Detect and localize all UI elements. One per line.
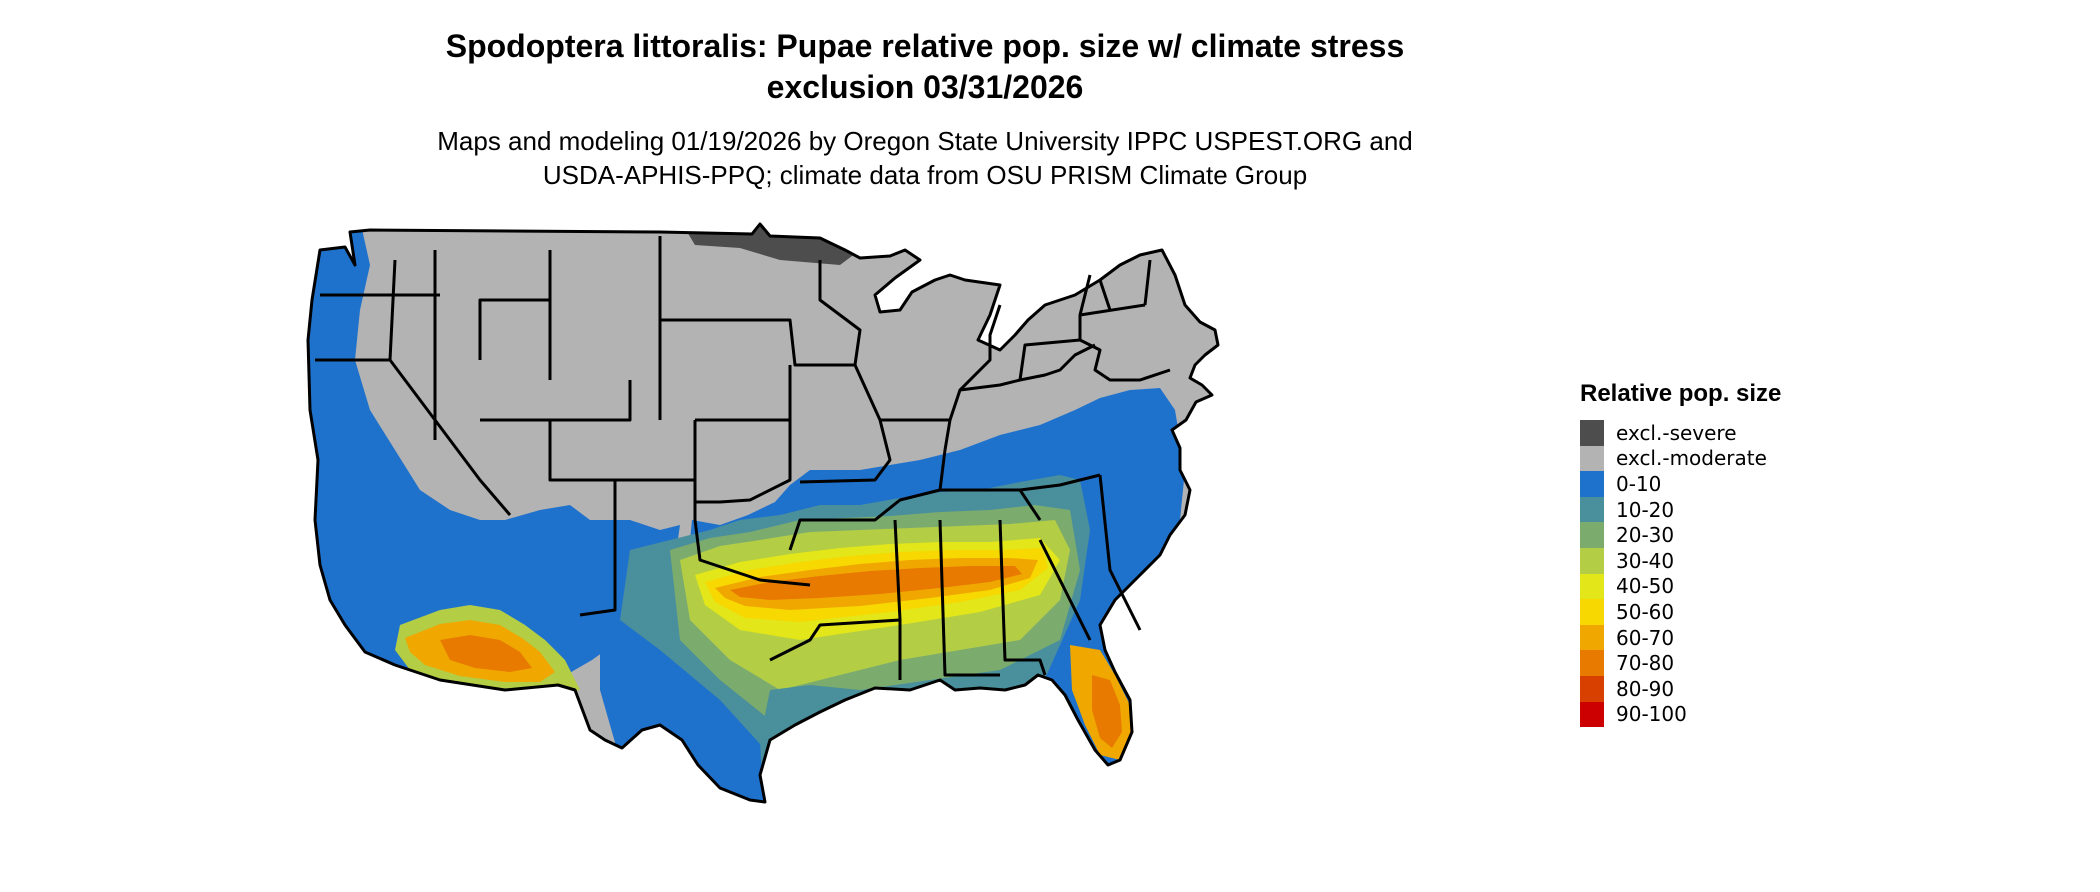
legend-label: excl.-severe <box>1616 420 1737 445</box>
legend-label: 0-10 <box>1616 471 1662 496</box>
us-map <box>306 222 1220 804</box>
map-subtitle: Maps and modeling 01/19/2026 by Oregon S… <box>380 124 1470 192</box>
subtitle-line-1: Maps and modeling 01/19/2026 by Oregon S… <box>437 126 1413 156</box>
state-borders <box>306 222 1220 804</box>
title-line-1: Spodoptera littoralis: Pupae relative po… <box>445 28 1405 64</box>
legend-label: 10-20 <box>1616 497 1675 522</box>
legend-label: 20-30 <box>1616 523 1675 548</box>
legend-item: 50-60 <box>1580 599 1781 625</box>
map-title: Spodoptera littoralis: Pupae relative po… <box>380 26 1470 108</box>
legend-swatch <box>1580 701 1604 728</box>
legend-swatch <box>1580 624 1604 651</box>
title-line-2: exclusion 03/31/2026 <box>766 69 1084 105</box>
legend-swatch <box>1580 420 1604 446</box>
legend-label: 50-60 <box>1616 599 1675 624</box>
zone-70-80 <box>730 566 1022 600</box>
legend-swatch <box>1580 573 1604 600</box>
legend-item: excl.-severe <box>1580 420 1781 446</box>
legend-item: 0-10 <box>1580 471 1781 497</box>
legend-item: 30-40 <box>1580 547 1781 574</box>
legend-swatch <box>1580 547 1604 574</box>
legend-label: 30-40 <box>1616 548 1675 573</box>
legend-item: 60-70 <box>1580 624 1781 651</box>
legend-item: 90-100 <box>1580 701 1781 728</box>
legend-swatch <box>1580 675 1604 702</box>
zone-florida-70-80 <box>1092 675 1122 748</box>
legend-item: 20-30 <box>1580 522 1781 548</box>
legend-label: 40-50 <box>1616 574 1675 599</box>
legend-label: 80-90 <box>1616 676 1675 701</box>
legend-swatch <box>1580 445 1604 472</box>
legend-label: 90-100 <box>1616 702 1687 727</box>
legend-label: 60-70 <box>1616 625 1675 650</box>
legend-swatch <box>1580 650 1604 676</box>
legend-swatch <box>1580 599 1604 625</box>
map-legend: Relative pop. size excl.-severe excl.-mod… <box>1580 380 1782 728</box>
legend-item: 10-20 <box>1580 496 1781 523</box>
legend-title: Relative pop. size <box>1580 380 1782 407</box>
legend-item: 70-80 <box>1580 650 1781 676</box>
legend-swatch <box>1580 496 1604 523</box>
legend-item: 40-50 <box>1580 573 1781 600</box>
subtitle-line-2: USDA-APHIS-PPQ; climate data from OSU PR… <box>542 160 1308 190</box>
legend-swatch <box>1580 522 1604 548</box>
legend-item: excl.-moderate <box>1580 445 1781 472</box>
legend-swatch <box>1580 471 1604 497</box>
legend-items: excl.-severe excl.-moderate 0-10 10-20 20-30… <box>1580 420 1781 728</box>
legend-item: 80-90 <box>1580 675 1781 702</box>
zone-southwest-70-80 <box>440 635 532 672</box>
legend-label: excl.-moderate <box>1616 446 1767 471</box>
zone-0-10-pacific <box>308 224 680 690</box>
legend-label: 70-80 <box>1616 651 1675 676</box>
